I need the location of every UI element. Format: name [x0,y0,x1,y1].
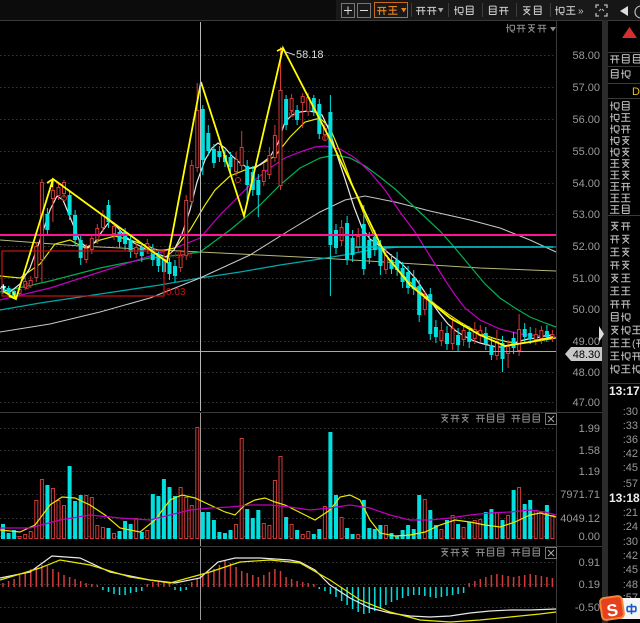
svg-text:S: S [605,600,619,620]
svg-text:57.00: 57.00 [572,82,600,94]
svg-text:53.00: 53.00 [572,209,600,221]
svg-text::42: :42 [623,448,638,460]
svg-text::36: :36 [623,434,638,446]
svg-text:56.00: 56.00 [572,114,600,126]
svg-text:7971.71: 7971.71 [560,489,600,501]
svg-text::24: :24 [623,521,638,533]
svg-text:13:17: 13:17 [609,384,640,398]
svg-text:0.91: 0.91 [579,557,600,569]
svg-text:(: ( [632,338,636,350]
svg-text::57: :57 [623,478,638,490]
svg-text:4049.12: 4049.12 [560,513,600,525]
svg-text:55.00: 55.00 [572,146,600,158]
svg-text:54.00: 54.00 [572,178,600,190]
svg-text:»: » [578,6,584,17]
svg-text::48: :48 [623,579,638,591]
svg-text:52.00: 52.00 [572,241,600,253]
svg-text:-0.50: -0.50 [575,602,600,614]
svg-text:1.99: 1.99 [579,423,600,435]
svg-text:58.18: 58.18 [296,49,324,61]
svg-text::45: :45 [623,564,638,576]
svg-text:0.00: 0.00 [579,531,600,543]
svg-text::45: :45 [623,462,638,474]
svg-text:D: D [632,86,640,98]
svg-text:0.06%: 0.06% [167,250,193,260]
svg-text:13:18: 13:18 [609,491,640,505]
svg-text:47.00: 47.00 [572,397,600,409]
svg-text:1.58: 1.58 [579,445,600,457]
svg-text:0.19: 0.19 [579,579,600,591]
svg-text:0.03: 0.03 [166,287,186,298]
svg-text::33: :33 [623,420,638,432]
svg-text:50.00: 50.00 [572,304,600,316]
svg-text::30: :30 [623,536,638,548]
svg-text::30: :30 [623,406,638,418]
svg-text:49.00: 49.00 [572,336,600,348]
svg-text:48.30: 48.30 [573,349,601,361]
svg-text:48.00: 48.00 [572,367,600,379]
svg-text::21: :21 [623,507,638,519]
svg-text:51.00: 51.00 [572,273,600,285]
svg-text:1.19: 1.19 [579,466,600,478]
svg-text::42: :42 [623,550,638,562]
svg-text:58.00: 58.00 [572,50,600,62]
